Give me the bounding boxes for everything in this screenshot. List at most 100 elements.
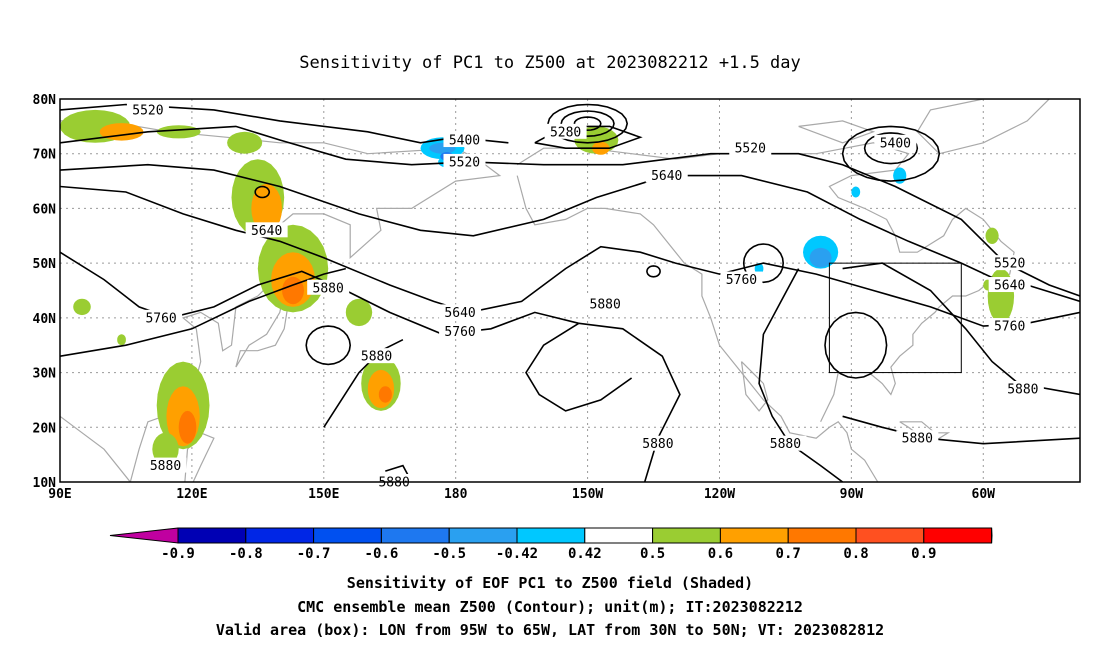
y-tick-label: 70N	[33, 148, 57, 163]
contour-label: 5760	[444, 325, 475, 340]
contour-ring	[560, 110, 615, 138]
y-axis-ticks: 80N 70N 60N 50N 40N 30N 20N 10N	[33, 93, 57, 491]
y-tick-label: 60N	[33, 202, 57, 217]
grid-lines	[60, 99, 1080, 482]
contour-label-bg	[443, 132, 486, 148]
sensitivity-blob	[985, 227, 999, 244]
contour-label: 5760	[994, 320, 1025, 335]
colorbar-swatch	[923, 527, 993, 544]
colorbar-tick-label: -0.9	[161, 546, 195, 562]
colorbar-swatch	[516, 527, 586, 544]
chart-title: Sensitivity of PC1 to Z500 at 2023082212…	[299, 53, 801, 73]
sensitivity-blob	[851, 186, 861, 198]
contour-label-bg	[245, 222, 288, 238]
sensitivity-blob	[178, 410, 197, 444]
x-tick-label: 90W	[840, 487, 864, 502]
colorbar-tick-label: 0.42	[568, 546, 602, 562]
contour-label-bg	[896, 430, 939, 446]
y-tick-label: 10N	[33, 476, 57, 491]
colorbar-tick-label: -0.5	[432, 546, 466, 562]
contour-label-bg	[988, 277, 1031, 293]
contour-ring	[742, 243, 785, 284]
sensitivity-blob	[809, 247, 832, 268]
contour-label: 5520	[449, 155, 480, 170]
contour-ring	[841, 125, 941, 182]
sensitivity-blob	[156, 125, 201, 139]
contour-label: 5640	[994, 279, 1025, 294]
contour-label: 5880	[361, 350, 392, 365]
coastline	[516, 142, 1015, 423]
contour-label: 5880	[902, 432, 933, 447]
contour-label-bg	[720, 271, 763, 287]
colorbar-swatch	[855, 527, 925, 544]
coastline	[916, 99, 1051, 155]
sensitivity-blob	[345, 298, 373, 327]
colorbar-tick-label: 0.9	[911, 546, 936, 562]
contour-line	[60, 267, 346, 357]
colorbar-tick-label: -0.7	[297, 546, 331, 562]
contour-label: 5520	[132, 103, 163, 118]
contour-label: 5400	[449, 134, 480, 149]
contour-label: 5520	[994, 257, 1025, 272]
contour-label-bg	[307, 279, 350, 295]
contour-label-bg	[140, 309, 183, 325]
contour-line	[60, 125, 1080, 297]
colorbar-tick-label: -0.8	[229, 546, 263, 562]
contour-label-bg	[126, 101, 169, 117]
caption-line-3: Valid area (box): LON from 95W to 65W, L…	[216, 621, 884, 639]
contour-label-bg	[988, 255, 1031, 271]
z500-contours	[60, 103, 1080, 482]
colorbar-swatch	[313, 527, 382, 544]
colorbar-low-triangle	[109, 527, 179, 544]
contour-label: 5880	[378, 476, 409, 491]
colorbar: -0.9 -0.8 -0.7 -0.6 -0.5 -0.42 0.42 0.5 0.6 0.7 0.…	[109, 527, 993, 562]
contour-line	[842, 415, 1080, 445]
y-tick-label: 20N	[33, 421, 57, 436]
x-tick-label: 150W	[572, 487, 603, 502]
colorbar-swatch	[787, 527, 857, 544]
contour-label-bg	[443, 153, 486, 169]
contour-label: 5640	[444, 306, 475, 321]
colorbar-swatch	[584, 527, 654, 544]
caption-line-1: Sensitivity of EOF PC1 to Z500 field (Sh…	[347, 574, 753, 592]
coastline	[184, 432, 215, 482]
contour-label: 5880	[150, 459, 181, 474]
x-tick-label: 180	[444, 487, 468, 502]
sensitivity-blob	[378, 386, 392, 403]
contour-ring	[305, 325, 352, 366]
contour-label: 5880	[313, 281, 344, 296]
contour-line	[60, 251, 579, 336]
contour-ring	[824, 311, 888, 379]
contour-line	[60, 163, 1080, 303]
colorbar-tick-label: -0.6	[365, 546, 399, 562]
contour-ring	[547, 103, 629, 144]
contour-label: 5520	[735, 142, 766, 157]
contour-label-bg	[874, 134, 917, 150]
sensitivity-blob	[282, 276, 304, 305]
contour-label: 5760	[145, 311, 176, 326]
contour-label: 5280	[550, 125, 581, 140]
colorbar-swatch	[177, 527, 247, 544]
contour-ring	[254, 185, 271, 199]
contour-label-bg	[544, 123, 587, 139]
contour-label-bg	[1001, 380, 1044, 396]
contour-label-bg	[988, 318, 1031, 334]
colorbar-tick-label: 0.6	[708, 546, 733, 562]
colorbar-swatch	[245, 527, 315, 544]
contour-label: 5640	[251, 224, 282, 239]
sensitivity-blob	[754, 263, 764, 275]
contour-label-bg	[144, 457, 187, 473]
colorbar-tick-label: 0.7	[776, 546, 801, 562]
colorbar-tick-label: -0.42	[496, 546, 538, 562]
y-tick-label: 30N	[33, 367, 57, 382]
contour-line	[525, 322, 633, 412]
valid-area-rect	[828, 262, 962, 374]
contour-line	[758, 268, 844, 482]
map-frame	[59, 98, 1081, 483]
x-tick-label: 120W	[704, 487, 735, 502]
contour-label-bg	[645, 167, 688, 183]
sensitivity-blob	[73, 298, 91, 316]
contour-label-bg	[439, 323, 482, 339]
coastline	[516, 175, 879, 482]
